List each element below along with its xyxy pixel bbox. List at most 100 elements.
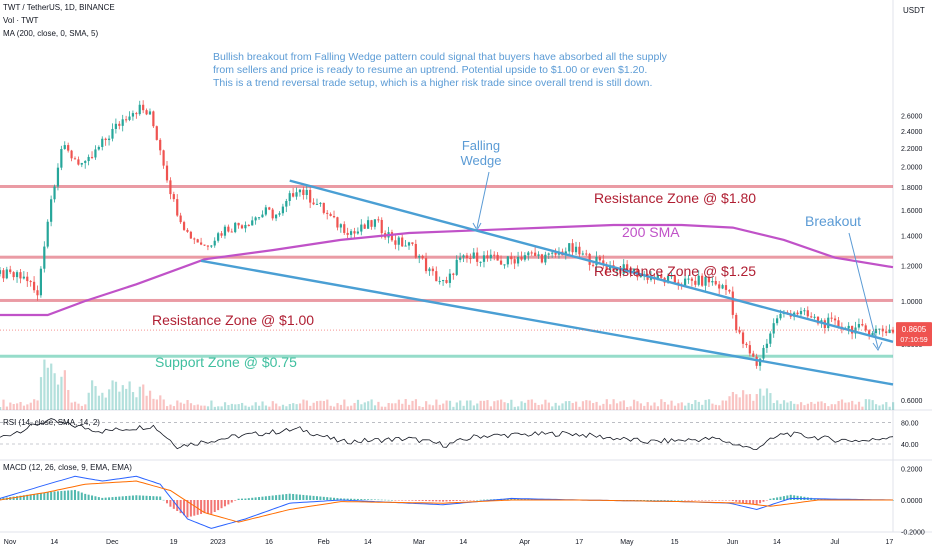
candle-body [155,126,158,140]
candle-body [145,110,148,115]
time-tick-label: May [620,539,634,546]
volume-bar [486,400,489,410]
volume-bar [639,403,642,410]
volume-bar [612,399,615,410]
candle-body [551,252,554,254]
macd-histogram-bar [329,497,332,500]
macd-histogram-bar [50,491,53,500]
macd-histogram-bar [302,494,305,500]
candle-body [697,275,700,285]
macd-tick-label: 0.2000 [901,466,923,473]
candle-body [448,273,452,283]
candle-body [114,123,117,129]
macd-histogram-bar [152,496,155,500]
macd-histogram-bar [718,500,721,501]
volume-bar [135,397,138,410]
candle-body [121,119,124,126]
volume-bar [864,399,867,410]
macd-histogram-bar [425,500,428,502]
macd-histogram-bar [776,497,779,500]
macd-histogram-bar [298,494,301,500]
macd-histogram-bar [745,500,748,504]
candle-body [94,149,97,158]
sma-200-line [0,223,894,317]
volume-bar [12,404,15,410]
volume-bar [193,405,196,410]
volume-bar [333,406,336,410]
volume-bar [114,381,118,410]
candle-body [711,281,714,283]
price-tag-value: 0.8605 [902,325,927,334]
macd-histogram-bar [765,500,768,501]
volume-bar [670,400,673,410]
candle-body [295,192,298,197]
price-tick-label: 1.8000 [901,185,923,192]
macd-histogram-bar [22,495,25,500]
candle-body [544,254,547,263]
zone-line [0,185,893,188]
volume-bar [319,400,322,410]
macd-histogram-bar [390,500,393,501]
candle-body [15,272,19,278]
candle-body [479,261,482,263]
macd-histogram-bar [472,500,475,501]
macd-histogram-bar [237,498,240,500]
volume-bar [87,392,90,410]
macd-histogram-bar [128,495,131,500]
volume-bar [779,403,782,410]
macd-histogram-bar [125,496,128,500]
candle-body [193,238,196,240]
candle-body [223,226,227,236]
volume-bar [721,400,724,410]
candle-body [353,231,356,234]
macd-histogram-bar [650,500,653,501]
arrow-head [872,341,883,351]
candle-body [639,274,642,278]
volume-bar [16,403,19,410]
candle-body [46,221,49,247]
candle-body [367,220,370,229]
volume-bar [462,405,465,410]
macd-histogram-bar [411,500,414,501]
macd-histogram-bar [724,500,727,501]
macd-histogram-bar [687,500,690,501]
volume-bar [857,401,861,410]
candle-body [707,276,711,283]
price-tag [896,322,932,347]
volume-bar [172,406,176,410]
volume-bar [350,405,353,410]
macd-histogram-bar [271,495,274,500]
volume-bar [56,384,60,410]
macd-histogram-bar [360,499,363,500]
volume-bar [281,404,285,410]
macd-histogram-bar [104,497,107,500]
volume-bar [159,395,162,410]
volume-bar [885,402,888,410]
volume-bar [799,402,803,410]
candle-body [189,231,192,239]
macd-histogram-bar [275,495,278,500]
macd-histogram-bar [817,498,820,500]
macd-histogram-bar [667,500,670,501]
macd-histogram-bar [408,500,411,501]
candle-body [758,358,762,366]
volume-bar [271,401,274,410]
macd-histogram-bar [527,498,530,500]
candle-body [213,240,216,246]
macd-histogram-bar [353,498,356,500]
volume-bar [656,406,660,410]
volume-bar [745,394,748,410]
volume-bar [718,405,721,410]
candle-body [101,138,104,147]
macd-histogram-bar [240,498,243,500]
macd-histogram-bar [339,498,342,500]
volume-bar [632,399,636,410]
candle-body [690,278,694,281]
candle-body [738,330,741,333]
volume-bar [210,400,213,410]
commentary-text: This is a trend reversal trade setup, wh… [213,77,652,89]
volume-bar [557,405,561,410]
volume-bar [595,401,598,410]
volume-bar [793,403,796,410]
